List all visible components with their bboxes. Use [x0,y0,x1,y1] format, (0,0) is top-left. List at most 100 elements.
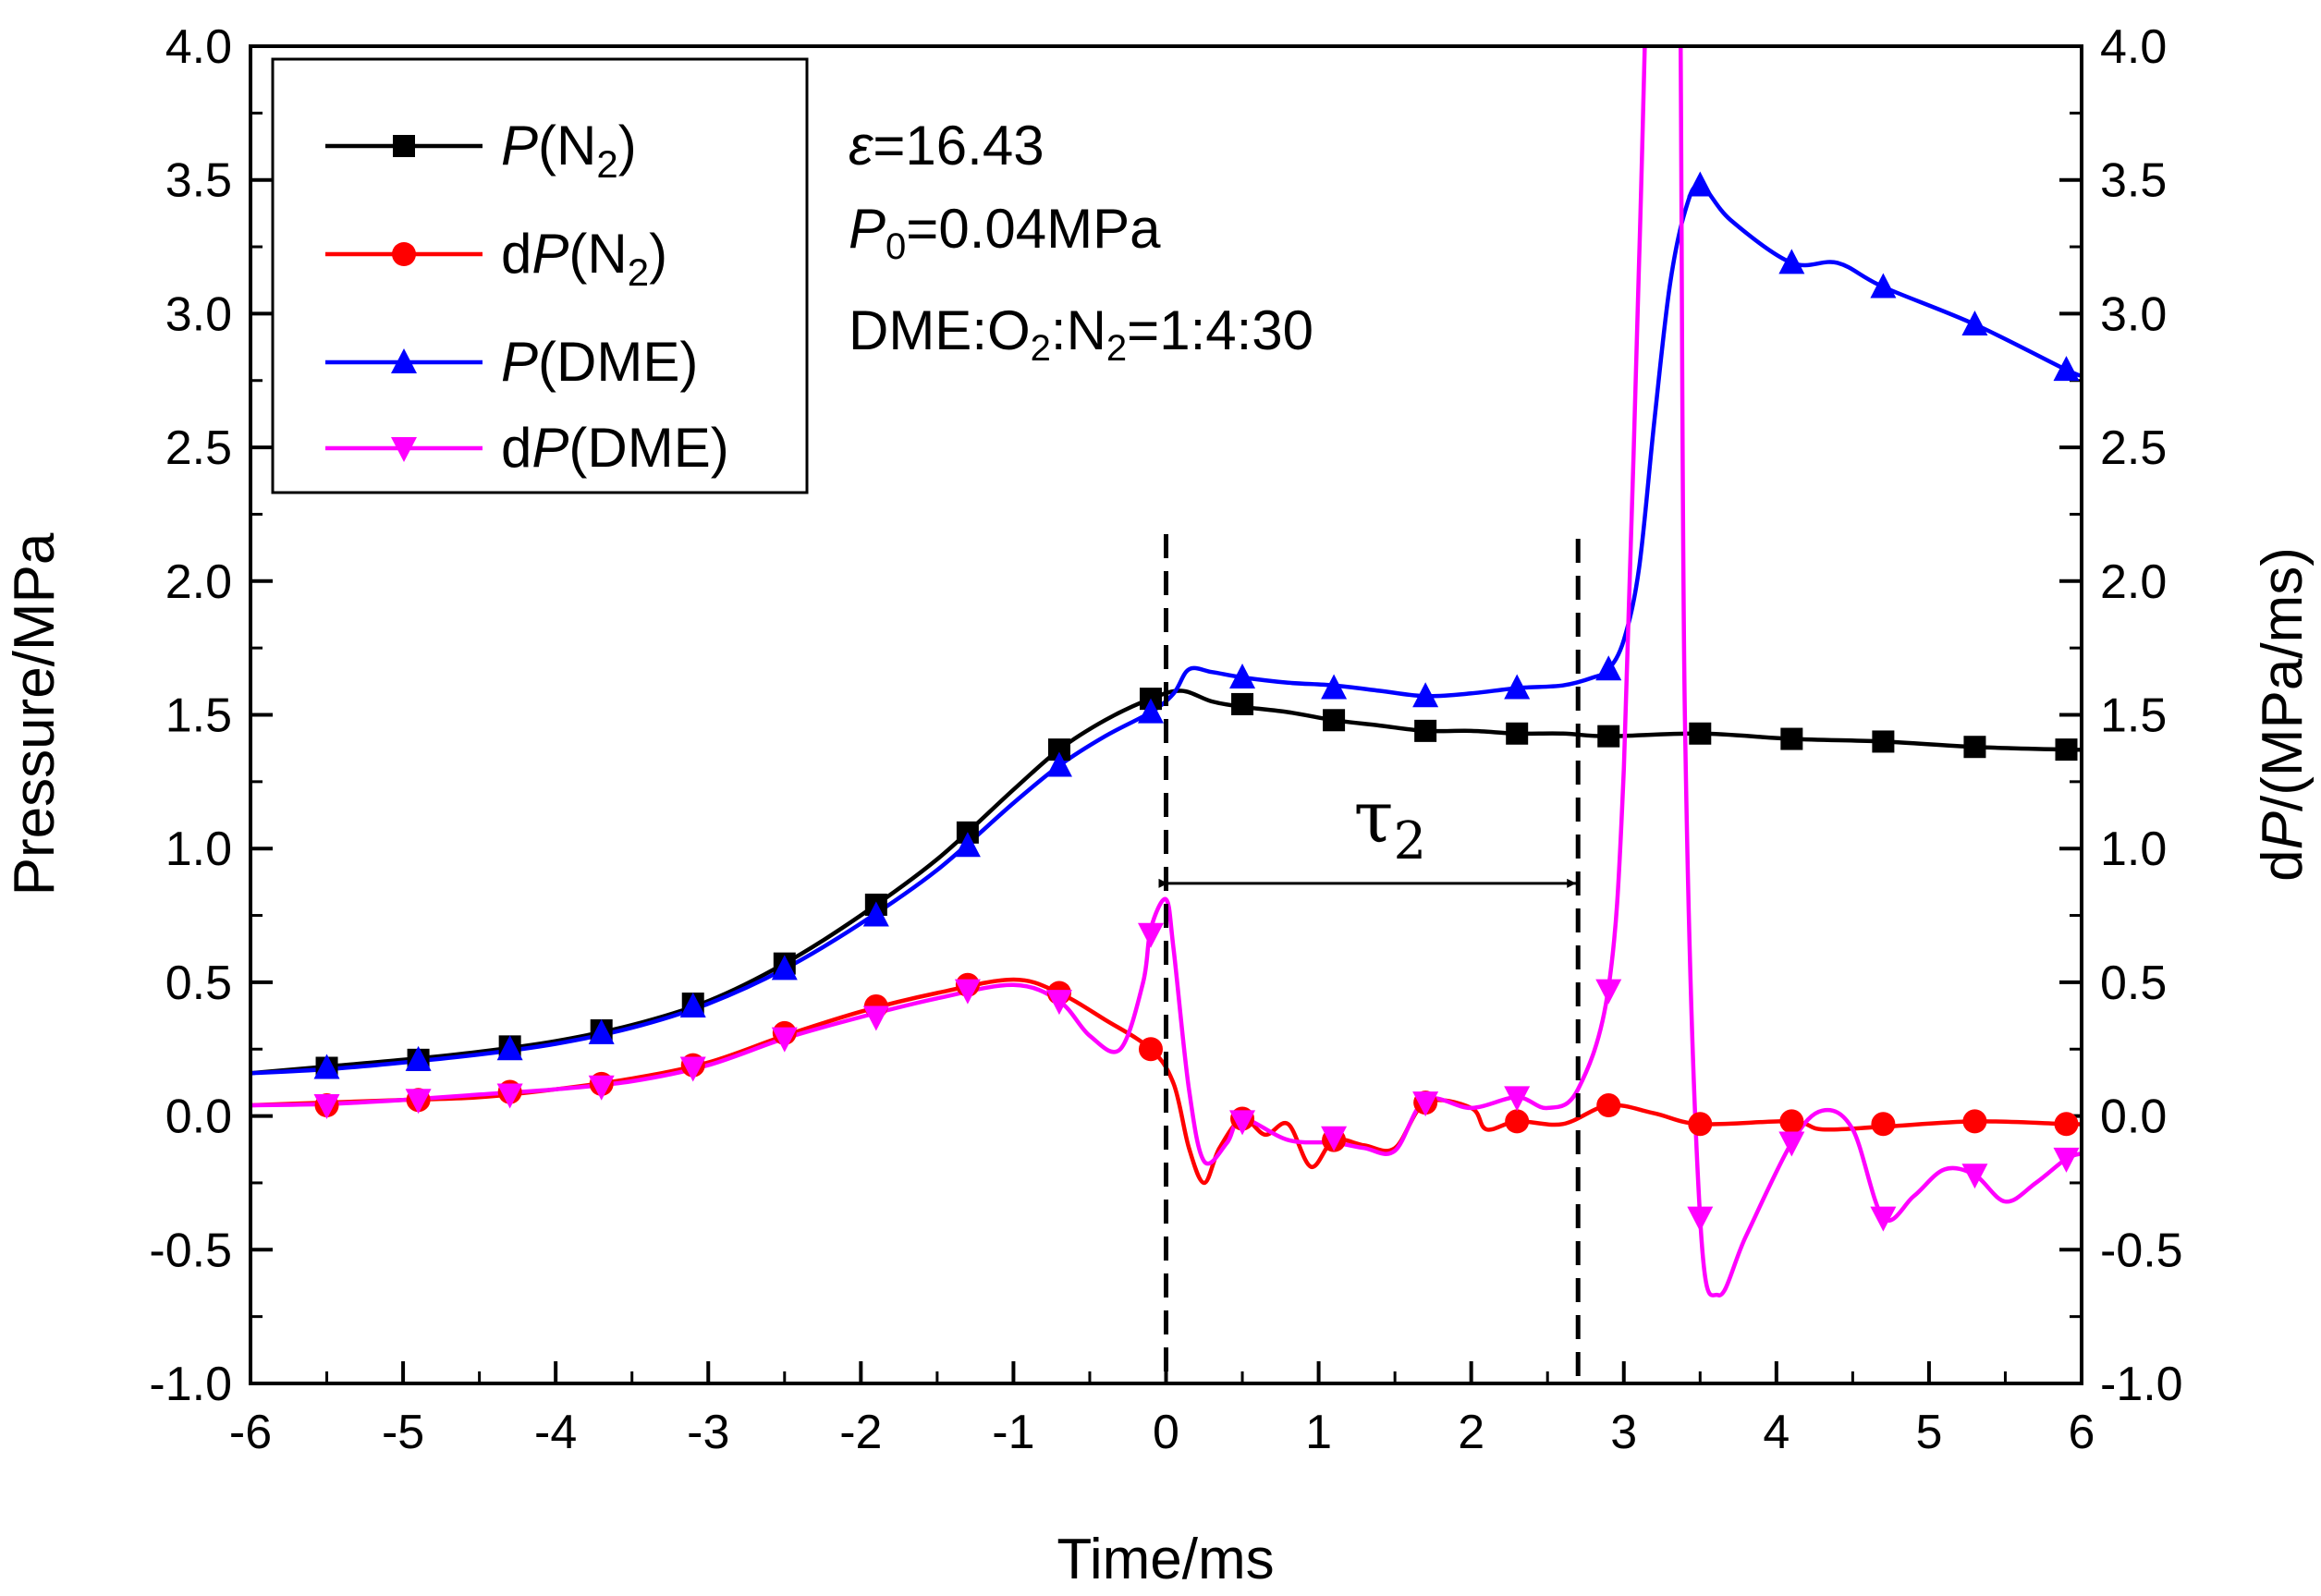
data-point-dp-dme- [862,1005,889,1031]
y-tick-label: 3.5 [165,154,232,208]
data-point-p-dme- [1137,698,1164,724]
x-axis-title: Time/ms [1057,1528,1274,1591]
data-point-dp-n2- [1688,1112,1713,1137]
data-point-dp-dme- [1321,1126,1348,1151]
y-tick-label: 0.0 [165,1090,232,1144]
y2-tick-label: 3.0 [2100,287,2167,341]
plot-frame [249,44,2083,1385]
legend-swatches [325,135,483,462]
y-tick-label: -0.5 [149,1224,232,1277]
conditions-annotation: ε=16.43 P0=0.04MPa DME:O2:N2=1:4:30 [849,115,1313,369]
x-tick-label: 4 [1763,1406,1790,1459]
data-point-p-dme- [1229,663,1256,688]
x-tick-label: -4 [534,1406,577,1459]
series-line-dp-dme- [250,46,2082,1298]
data-point-p-n2- [1963,736,1986,759]
y2-tick-label: 0.0 [2100,1090,2167,1144]
data-point-p-dme- [954,832,981,858]
series-line-p-dme- [250,183,2082,1076]
data-point-dp-dme- [313,1094,340,1120]
y2-tick-label: 2.0 [2100,555,2167,609]
y2-tick-label: -1.0 [2100,1358,2183,1411]
data-point-p-n2- [1689,722,1712,745]
data-point-dp-n2- [1871,1112,1896,1137]
data-point-p-n2- [1323,709,1346,732]
data-point-dp-n2- [2054,1112,2079,1137]
x-tick-label: 3 [1610,1406,1637,1459]
data-point-dp-dme- [1595,979,1622,1005]
data-point-p-dme- [1961,310,1988,335]
x-tick-label: 1 [1305,1406,1332,1459]
data-point-dp-n2- [1138,1037,1163,1062]
data-point-p-dme- [1687,171,1714,197]
series-markers [313,171,2080,1232]
data-point-p-dme- [862,901,889,927]
y-tick-label: 3.0 [165,287,232,341]
x-tick-label: 6 [2069,1406,2095,1459]
data-point-p-dme- [313,1054,340,1079]
y2-tick-label: 3.5 [2100,154,2167,208]
y-tick-label: 1.0 [165,822,232,876]
x-tick-label: -2 [839,1406,882,1459]
data-point-p-dme- [1045,751,1072,777]
data-point-dp-dme- [1412,1091,1439,1117]
data-point-p-n2- [1597,725,1620,748]
data-point-dp-n2- [1962,1109,1987,1134]
y-tick-label: 0.5 [165,956,232,1010]
y-tick-label: 2.5 [165,421,232,475]
legend-entry-dp-n2: dP(N2) [501,223,667,294]
data-point-p-dme- [1504,674,1531,700]
data-point-dp-dme- [771,1027,798,1053]
legend-marker-p-dme- [391,348,417,373]
mixture-ratio-label: DME:O2:N2=1:4:30 [849,299,1313,369]
initial-pressure-label: P0=0.04MPa [849,198,1161,267]
data-point-dp-dme- [1687,1206,1714,1232]
x-tick-label: -3 [687,1406,729,1459]
y-tick-label: 2.0 [165,555,232,609]
y2-title-suffix: /(MPa/ms) [2251,547,2315,811]
legend-entry-p-n2: P(N2) [501,115,637,186]
tau2-annotation: τ2 [1158,534,1581,1383]
legend-entry-dp-dme: dP(DME) [501,417,729,479]
tau-label: τ2 [1353,776,1426,871]
data-point-p-dme- [1778,249,1805,274]
data-point-dp-dme- [496,1083,523,1109]
legend-marker-p-n2- [393,135,415,157]
y2-tick-label: 2.5 [2100,421,2167,475]
data-point-dp-dme- [1778,1131,1805,1157]
data-point-p-n2- [1231,692,1254,715]
data-point-dp-dme- [1870,1206,1897,1232]
y2-title-italic: P [2251,811,2315,849]
series-line-dp-n2- [250,977,2082,1186]
data-point-p-dme- [2053,356,2080,382]
data-point-p-dme- [588,1018,615,1044]
y2-tick-label: -0.5 [2100,1224,2183,1277]
data-point-p-dme- [496,1035,523,1061]
x-tick-label: 2 [1458,1406,1484,1459]
data-point-p-n2- [1414,719,1437,742]
legend: P(N2) dP(N2) P(DME) dP(DME) [271,57,809,494]
data-point-dp-dme- [2053,1147,2080,1173]
data-point-p-dme- [1321,674,1348,700]
data-point-dp-n2- [1505,1109,1530,1134]
y2-tick-label: 1.0 [2100,822,2167,876]
y2-tick-label: 1.5 [2100,689,2167,743]
data-point-p-dme- [405,1045,432,1071]
x-tick-label: -1 [992,1406,1034,1459]
data-point-p-n2- [1872,730,1895,753]
legend-box [271,57,809,494]
data-point-p-dme- [1595,655,1622,681]
data-point-p-n2- [1780,727,1803,750]
data-point-dp-dme- [405,1089,432,1115]
data-point-dp-dme- [1961,1163,1988,1189]
data-point-p-n2- [1506,722,1529,745]
data-point-p-dme- [679,992,706,1017]
legend-entry-p-dme: P(DME) [501,331,698,393]
data-point-dp-n2- [1596,1093,1621,1118]
data-point-dp-dme- [1045,990,1072,1016]
tick-labels: -6 -5 -4 -3 -2 -1 0 1 2 3 4 5 6-1.0 -1.0-0.5 -0.50.0 0.… [149,20,2182,1459]
data-point-dp-dme- [1137,922,1164,948]
y-axis-title: Pressure/MPa [3,532,67,895]
data-point-p-dme- [1870,273,1897,298]
